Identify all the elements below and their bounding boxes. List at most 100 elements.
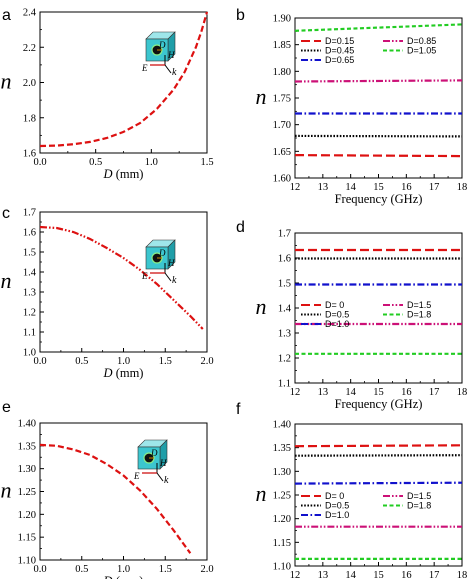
legend-entry: D= 0 [325,300,344,310]
legend-entry: D=1.5 [407,300,431,310]
x-axis-label-unit: (mm) [113,574,144,579]
series-line-0 [294,154,463,158]
y-axis-label: n [256,481,267,506]
series-line-1 [294,454,463,457]
panel-letter-c: c [2,205,10,222]
y-tick-label: 1.40 [18,419,36,430]
x-axis-label: Frequency (GHz) [335,397,423,411]
y-tick-label: 1.85 [273,40,291,51]
legend-entry: D=1.8 [407,310,431,320]
x-tick-label: 0.5 [89,157,102,168]
legend-entry: D=0.65 [325,55,354,65]
panel-e: e 0.0 0.5 1.0 1.5 2.0 1.10 1.15 1.20 1.25 1.30 1.35… [1,399,214,584]
y-tick-label: 1.40 [273,420,291,431]
y-tick-label: 1.4 [23,268,37,279]
y-tick-label: 1.80 [273,67,291,78]
x-tick-label: 15 [373,570,384,579]
panel-a: a0.0 0.5 1.0 1.51.61.82.02.22.4nD (mm)DHE k [1,7,214,181]
unit-cell-inset: DH E k [141,31,177,78]
x-tick-label: 12 [290,570,301,579]
x-axis-label-variable: D [103,167,113,181]
inset-label-h: H [167,258,175,268]
y-tick-label: 1.20 [18,510,36,521]
legend-entry: D=0.5 [325,501,349,511]
x-tick-label: 16 [401,182,412,193]
y-tick-label: 1.10 [18,556,36,567]
series-line-0 [39,225,204,330]
y-tick-label: 1.30 [18,464,36,475]
inset-label-d: D [158,248,166,258]
panel-c: c 0.0 0.5 1.0 1.5 2.0 1.0 1.1 1.2 1.3 1.4 1.5 1.6 1.7… [1,205,214,380]
panel-letter-a: a [2,7,11,24]
x-tick-label: 2.0 [200,356,213,367]
x-tick-label: 14 [345,387,356,398]
x-tick-label: 1.0 [117,356,130,367]
x-tick-label: 14 [345,570,356,579]
legend-entry: D=1.8 [407,501,431,511]
k-vector-arrow [164,272,172,282]
panel-d: d 12 13 14 15 16 17 18 1.1 1.2 1.3 1.4 1.5 1.6 1.7 n Fre… [236,219,467,411]
y-tick-label: 1.1 [278,379,291,390]
y-tick-label: 1.2 [23,308,36,319]
panel-f: f 12 13 14 15 16 17 18 1.10 1.15 1.20 1.25 1.30 1.35 1… [236,401,468,584]
series-line-0 [39,443,192,554]
legend-entry: D=1.05 [407,46,436,56]
x-tick-label: 0.5 [75,564,88,575]
x-tick-label: 13 [318,570,329,579]
panel-letter-b: b [236,7,245,24]
series-line-2 [294,481,463,485]
inset-label-e: E [141,271,148,281]
x-tick-label: 12 [290,182,301,193]
x-tick-label: 1.0 [145,157,158,168]
legend-entry: D=0.5 [325,310,349,320]
legend-entry: D=1.5 [407,491,431,501]
x-tick-label: 14 [345,182,356,193]
y-tick-label: 1.15 [273,538,291,549]
y-tick-label: 1.60 [273,174,291,185]
inset-label-e: E [141,63,148,73]
x-tick-label: 18 [457,570,468,579]
x-tick-label: 1.5 [159,356,172,367]
x-axis-label: D (mm) [103,167,144,181]
x-tick-label: 17 [429,182,440,193]
k-vector-arrow [156,472,164,482]
x-tick-label: 18 [457,182,468,193]
x-axis-label: D (mm) [103,366,144,380]
panel-letter-d: d [236,219,245,236]
y-tick-label: 1.0 [23,348,36,359]
y-tick-label: 1.65 [273,147,291,158]
x-axis-label: D (mm) [103,574,144,579]
x-tick-label: 2.0 [200,564,213,575]
x-tick-label: 17 [429,570,440,579]
unit-cell-inset: DH E k [133,439,169,486]
y-tick-label: 1.6 [23,228,36,239]
x-tick-label: 15 [373,387,384,398]
panel-letter-f: f [236,401,241,418]
y-tick-label: 2.0 [23,78,36,89]
x-tick-label: 16 [401,387,412,398]
x-axis-label-unit: (mm) [113,366,144,380]
x-tick-label: 18 [457,387,468,398]
plot-frame [294,232,463,384]
inset-label-h: H [167,50,175,60]
legend-entry: D=1.0 [325,510,349,520]
inset-label-k: k [164,475,169,486]
k-vector-arrow [164,64,172,74]
y-tick-label: 1.35 [273,443,291,454]
x-axis-label: Frequency (GHz) [335,192,423,206]
x-tick-label: 1.5 [159,564,172,575]
x-tick-label: 0.0 [33,356,46,367]
y-tick-label: 1.1 [23,328,36,339]
inset-label-e: E [133,471,140,481]
y-axis-label: n [1,478,12,503]
inset-label-h: H [159,458,167,468]
legend-entry: D=0.15 [325,36,354,46]
legend-entry: D=0.45 [325,46,354,56]
y-tick-label: 1.6 [278,254,291,265]
y-tick-label: 1.30 [273,467,291,478]
series-line-4 [294,23,463,32]
y-axis-label: n [256,294,267,319]
series-line-3 [294,79,463,83]
y-tick-label: 1.35 [18,441,36,452]
y-axis-label: n [1,69,12,94]
